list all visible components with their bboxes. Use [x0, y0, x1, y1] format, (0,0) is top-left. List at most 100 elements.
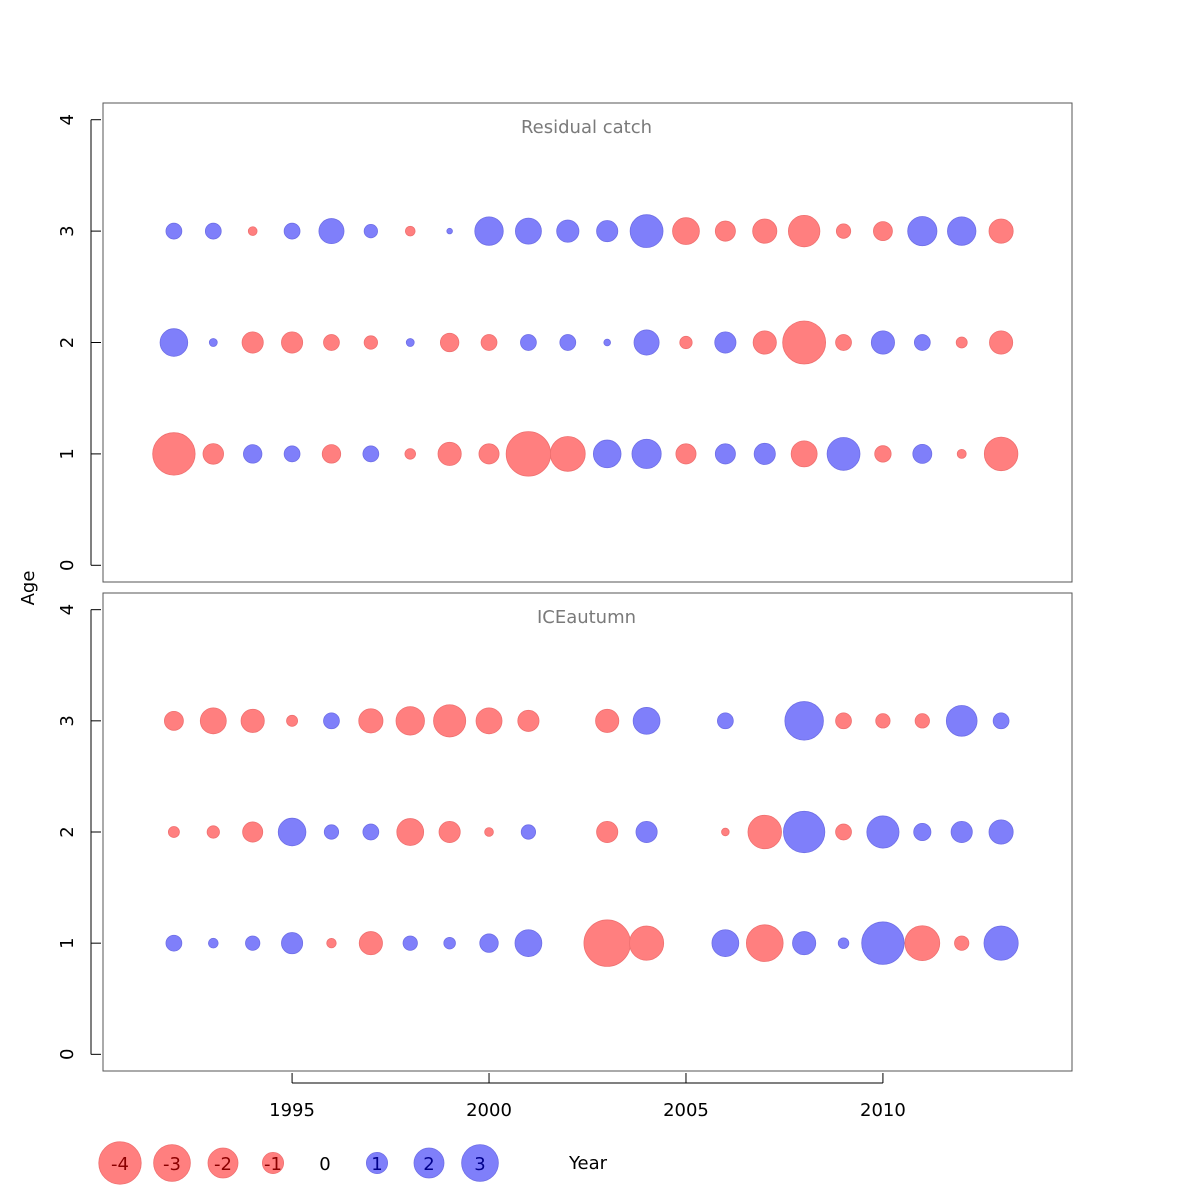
residual-bubble: [286, 714, 298, 727]
residual-bubble: [583, 919, 631, 967]
panel-frame: [102, 592, 1073, 1072]
residual-bubble: [874, 445, 892, 463]
residual-bubble: [283, 445, 301, 463]
residual-bubble: [783, 810, 826, 854]
residual-bubble: [204, 222, 222, 240]
y-axis-label: Age: [18, 571, 39, 606]
panel-frame: [102, 102, 1073, 583]
x-tick-label: 1995: [269, 1100, 315, 1121]
residual-bubble: [358, 708, 384, 734]
residual-bubble: [514, 929, 543, 957]
residual-bubble: [631, 438, 662, 469]
residual-bubble: [592, 439, 622, 469]
residual-bubble: [988, 218, 1014, 244]
residual-bubble: [202, 443, 224, 465]
residual-bubble: [792, 931, 817, 956]
y-tick-label: 4: [57, 114, 78, 125]
residual-bubble: [983, 436, 1019, 472]
residual-bubble: [989, 330, 1014, 355]
y-tick-label: 4: [57, 604, 78, 615]
residual-bubble: [323, 334, 340, 351]
residual-bubble: [402, 935, 418, 951]
residual-bubble: [405, 338, 415, 347]
residual-bubble: [475, 707, 503, 735]
legend-label: 0: [319, 1154, 330, 1175]
residual-bubble: [437, 441, 462, 466]
y-axis: 0 1 2 3 4: [57, 114, 101, 571]
residual-bubble: [632, 707, 661, 735]
residual-bubble: [992, 712, 1010, 730]
residual-bubble: [208, 338, 218, 347]
residual-bubble: [866, 815, 900, 849]
legend-bubble: [365, 1151, 389, 1175]
residual-bubble: [950, 820, 973, 844]
residual-bubble: [281, 932, 304, 955]
residual-bubble: [152, 432, 196, 476]
y-tick-label: 3: [57, 715, 78, 726]
residual-bubble: [165, 934, 183, 952]
x-tick-label: 2000: [466, 1100, 512, 1121]
residual-bubble: [277, 817, 307, 847]
panel-iceautumn: ICEautumn 0 1 2 3 4: [57, 592, 1073, 1072]
residual-bubble: [873, 221, 893, 241]
residual-bubble: [870, 330, 895, 355]
residual-bubble: [595, 708, 620, 733]
residual-bubble: [241, 331, 264, 354]
residual-bubble: [396, 818, 425, 846]
residual-bubble: [505, 431, 552, 477]
residual-bubble: [362, 445, 380, 463]
residual-bubble: [861, 921, 905, 965]
legend-label: -3: [163, 1154, 181, 1175]
residual-bubble: [596, 820, 619, 844]
residual-bubble: [479, 933, 499, 953]
residual-bubble: [559, 334, 577, 351]
residual-bubble: [904, 925, 941, 961]
residual-bubble: [199, 707, 227, 735]
residual-bubble: [321, 444, 342, 464]
residual-bubble: [945, 705, 978, 737]
residual-bubble: [443, 936, 456, 950]
residual-bubble: [826, 437, 861, 471]
residual-bubble: [556, 219, 580, 243]
residual-bubble: [446, 227, 453, 235]
y-tick-label: 0: [57, 1049, 78, 1060]
residual-bubble: [480, 334, 498, 351]
residual-bubble: [835, 223, 852, 239]
y-tick-label: 2: [57, 826, 78, 837]
residual-bubble: [362, 823, 380, 841]
residual-bubble: [947, 216, 977, 246]
residual-bubble: [478, 443, 500, 465]
residual-bubble: [165, 222, 183, 240]
y-tick-label: 2: [57, 337, 78, 348]
residual-bubble: [245, 935, 261, 951]
legend-bubble: [413, 1147, 445, 1179]
residual-bubble: [404, 448, 416, 460]
residual-bubble: [721, 827, 730, 837]
residual-bubble: [484, 827, 494, 837]
residual-bubble: [711, 929, 740, 957]
y-tick-label: 1: [57, 937, 78, 948]
panel-residual-catch: Residual catch 0 1 2 3 4: [57, 102, 1073, 583]
residual-bubble: [159, 328, 189, 357]
residual-bubble: [208, 937, 219, 949]
residual-bubble: [395, 706, 425, 736]
residual-bubble: [629, 925, 665, 961]
legend-bubble: [153, 1144, 191, 1182]
residual-bubble: [281, 331, 304, 354]
legend: -4 -3 -2 -1 0 1 2 3: [98, 1141, 499, 1185]
residual-bubble: [517, 709, 540, 732]
residual-bubble: [907, 216, 938, 247]
residual-bubble: [363, 335, 378, 350]
legend-bubble: [98, 1141, 142, 1185]
residual-bubble: [242, 821, 264, 843]
residual-bubble: [788, 214, 821, 248]
residual-bubble: [363, 223, 378, 239]
residual-bubble: [515, 217, 542, 245]
residual-bubble: [913, 822, 932, 842]
legend-label: 3: [474, 1154, 485, 1175]
residual-bubble: [983, 925, 1019, 961]
residual-bubble: [717, 712, 734, 730]
residual-bubble: [837, 937, 850, 949]
residual-bubble: [520, 334, 537, 351]
